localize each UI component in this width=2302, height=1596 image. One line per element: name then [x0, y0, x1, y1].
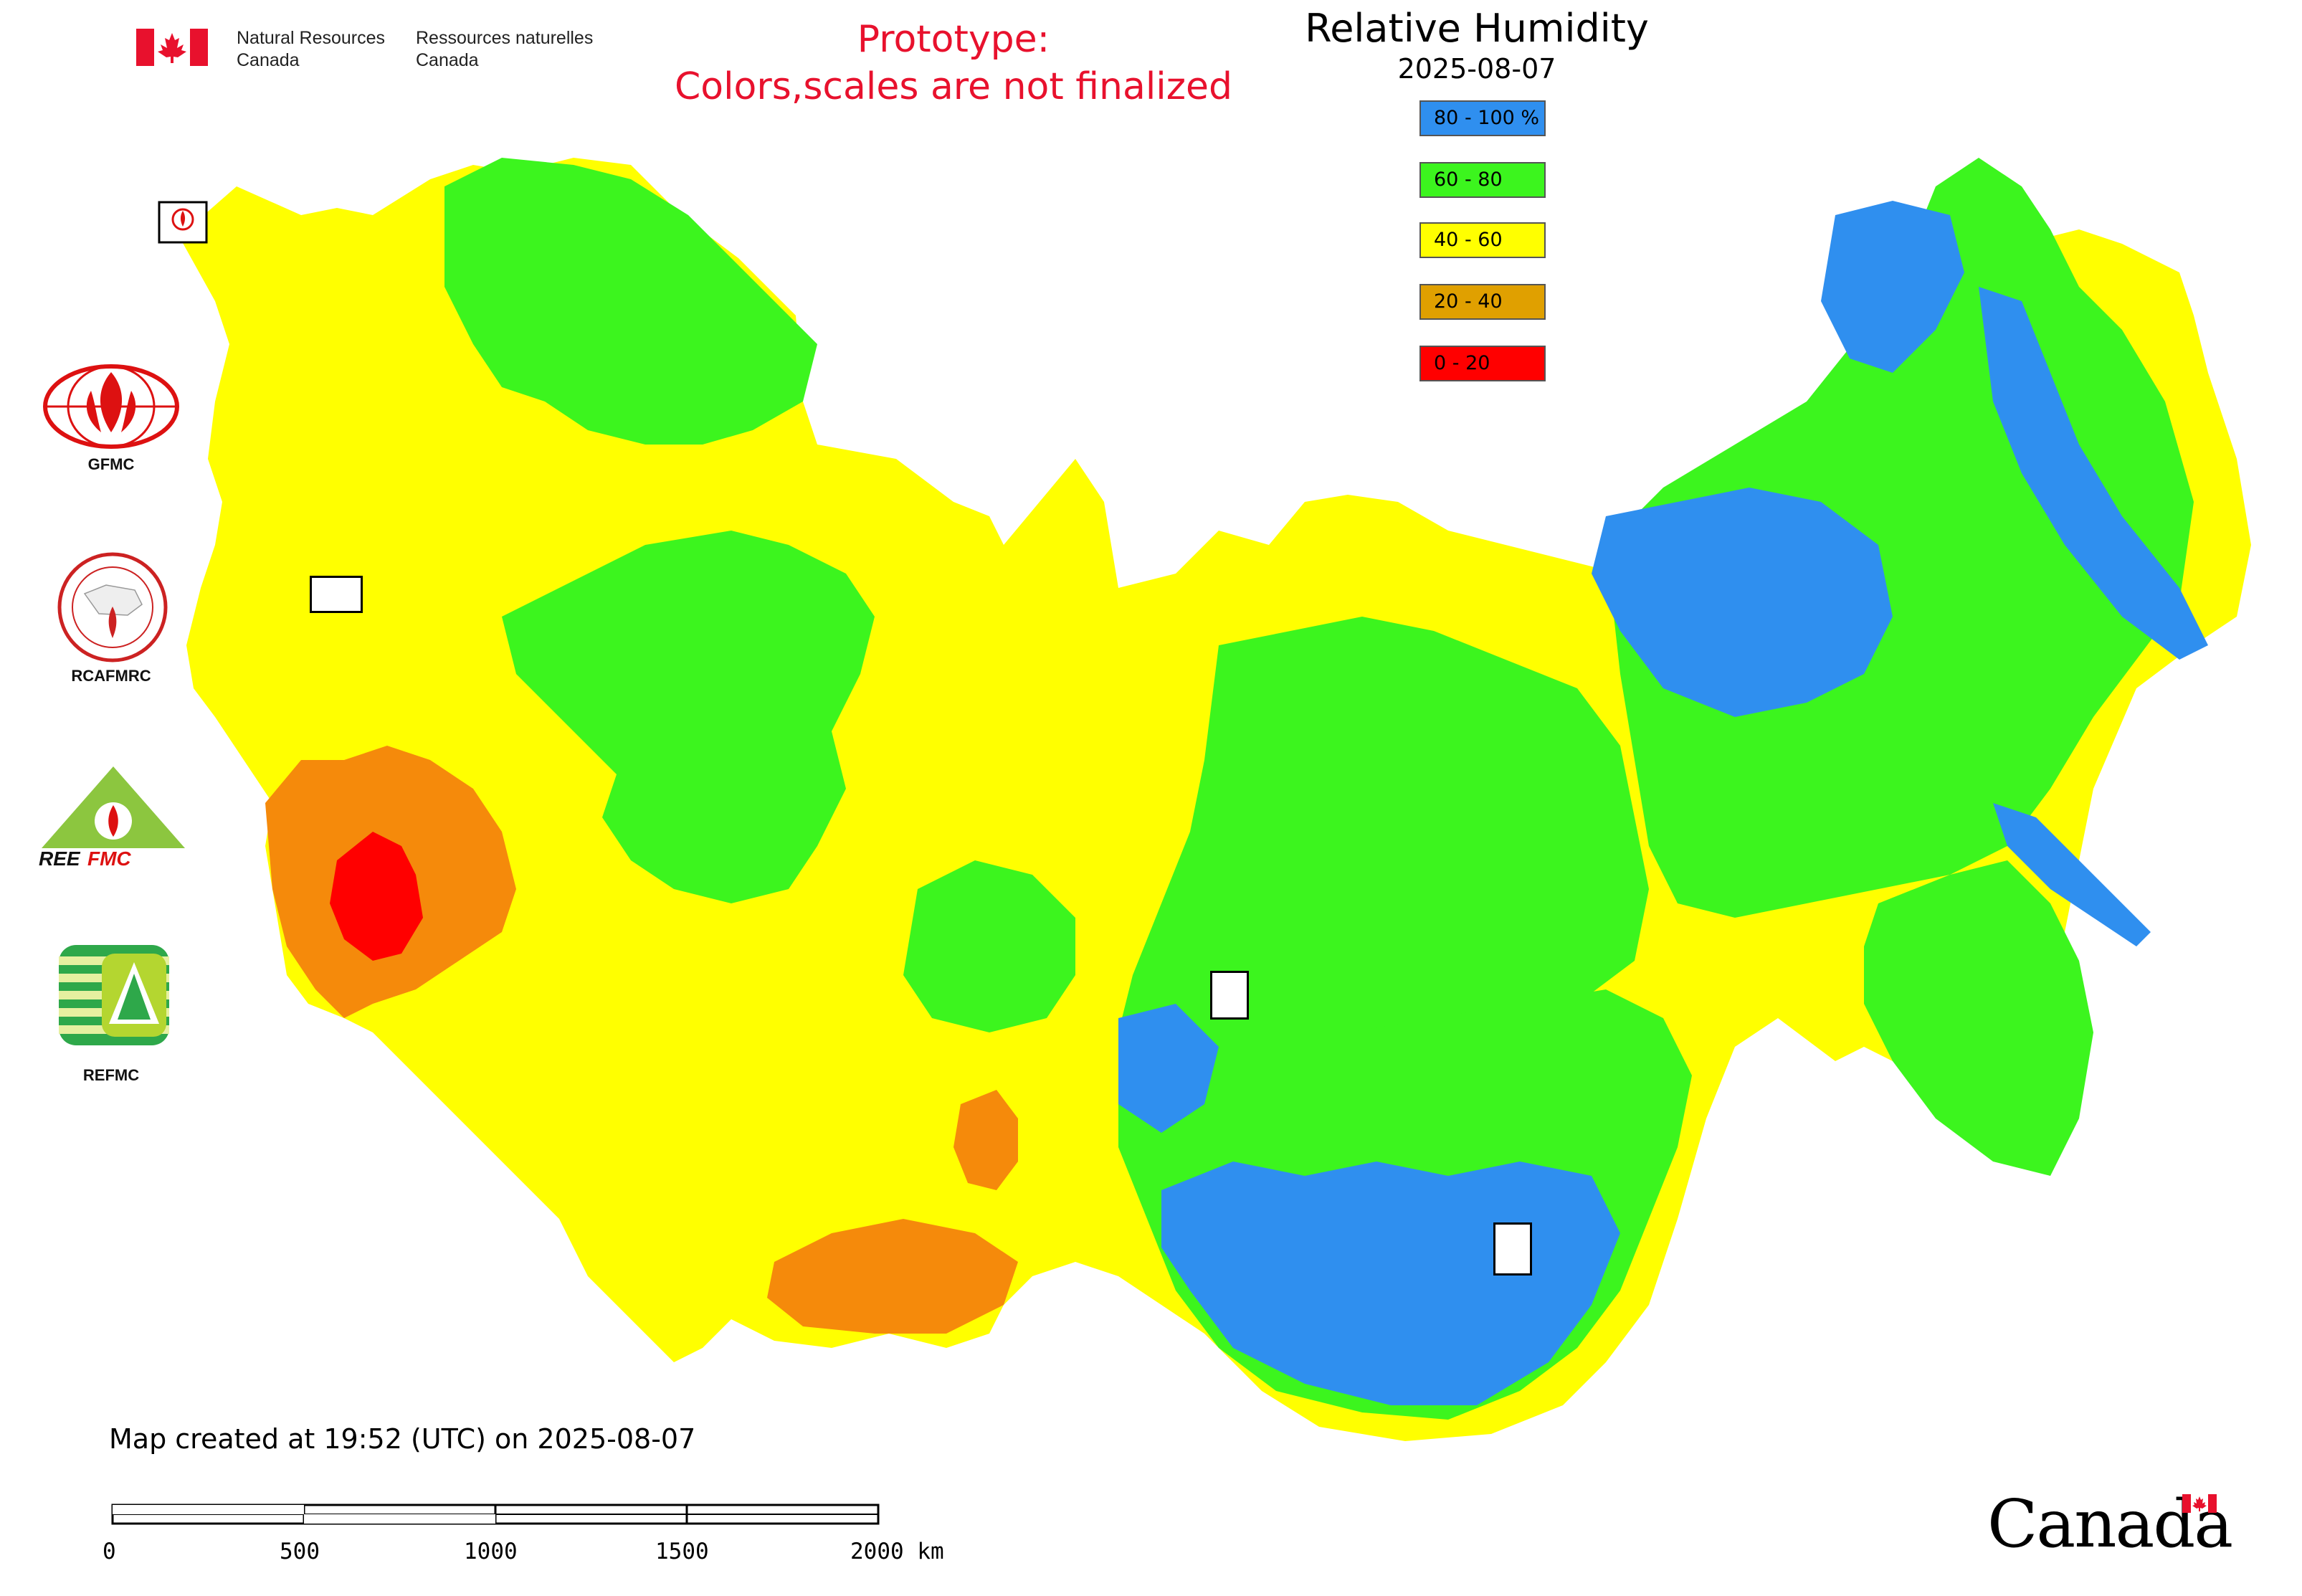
- org-name-fr: Ressources naturelles Canada: [416, 27, 593, 72]
- rcafmrc-label: RCAFMRC: [71, 667, 151, 685]
- org-fr-line2: Canada: [416, 50, 479, 70]
- gfmc-small-logo: [158, 201, 208, 244]
- legend-item-40-60: 40 - 60: [1419, 222, 1546, 258]
- canada-wordmark: Canada: [1987, 1486, 2233, 1562]
- orange-central: [953, 1090, 1018, 1190]
- green-central: [903, 860, 1075, 1032]
- green-west-siberia: [502, 531, 875, 903]
- org-en-line2: Canada: [237, 50, 300, 70]
- green-east-siberia: [1118, 617, 1649, 1133]
- scale-label-2000: 2000 km: [850, 1539, 944, 1564]
- blue-yakutia: [1592, 488, 1893, 717]
- orange-kazakh: [767, 1219, 1018, 1334]
- refmc-logo: [59, 945, 169, 1045]
- scale-label-0: 0: [103, 1539, 116, 1564]
- prototype-line2: Colors,scales are not finalized: [674, 65, 1233, 108]
- legend-item-0-20: 0 - 20: [1419, 346, 1546, 381]
- blue-chukotka: [1821, 201, 1964, 373]
- wordmark-flag-icon: [2182, 1494, 2217, 1513]
- green-far-east: [1606, 158, 2194, 918]
- gfmc-label: GFMC: [87, 455, 135, 473]
- svg-text:FMC: FMC: [87, 847, 131, 870]
- scale-label-1000: 1000: [464, 1539, 518, 1564]
- map-date: 2025-08-07: [1397, 53, 1556, 85]
- map-title: Relative Humidity: [1305, 6, 1649, 51]
- org-fr-line1: Ressources naturelles: [416, 28, 594, 48]
- legend-item-20-40: 20 - 40: [1419, 284, 1546, 320]
- red-volga: [330, 832, 423, 961]
- prototype-notice: Prototype: Colors,scales are not finaliz…: [624, 16, 1283, 110]
- blue-kamchatka: [1979, 287, 2208, 660]
- svg-text:REE: REE: [39, 847, 81, 870]
- legend-item-60-80: 60 - 80: [1419, 162, 1546, 198]
- map-created-text: Map created at 19:52 (UTC) on 2025-08-07: [109, 1423, 696, 1455]
- canada-flag-icon: [136, 29, 208, 66]
- org-en-line1: Natural Resources: [237, 28, 386, 48]
- rcafmrc-logo: [57, 552, 168, 662]
- legend-item-80-100: 80 - 100 %: [1419, 100, 1546, 136]
- scale-label-500: 500: [280, 1539, 320, 1564]
- green-kola: [444, 158, 817, 445]
- blue-krasnoyarsk: [1118, 1004, 1219, 1133]
- org-name-en: Natural Resources Canada: [237, 27, 385, 72]
- refmc-label: REFMC: [82, 1066, 140, 1084]
- scale-bar: [111, 1504, 880, 1525]
- rcafmrc-map-marker: [1493, 1222, 1532, 1276]
- reefmc-logo: REE FMC: [36, 766, 191, 870]
- prototype-line1: Prototype:: [857, 18, 1050, 61]
- gfmc-logo: [43, 364, 179, 449]
- green-south-east: [1864, 860, 2093, 1176]
- blue-sakhalin: [1993, 803, 2151, 946]
- scale-label-1500: 1500: [655, 1539, 709, 1564]
- refmc-map-marker: [1210, 971, 1249, 1020]
- reefmc-map-marker: [310, 576, 363, 613]
